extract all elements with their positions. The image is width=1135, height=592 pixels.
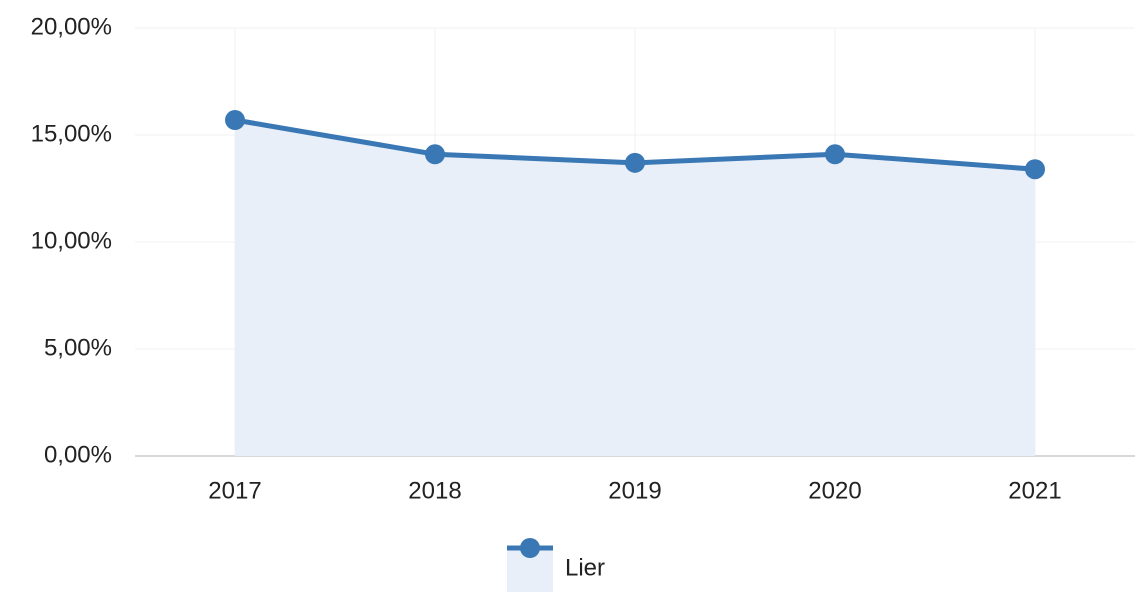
point [1025, 159, 1045, 180]
area [235, 120, 1035, 457]
point [825, 144, 845, 165]
point [625, 152, 645, 173]
legend-label: Lier [565, 554, 605, 581]
x-tick-label: 2017 [208, 477, 261, 504]
x-tick-label: 2018 [408, 477, 461, 504]
y-tick-label: 20,00% [31, 13, 112, 40]
legend-marker [520, 538, 540, 558]
y-tick-label: 5,00% [44, 334, 112, 361]
y-tick-label: 15,00% [31, 120, 112, 147]
x-tick-label: 2020 [808, 477, 861, 504]
x-tick-label: 2021 [1008, 477, 1061, 504]
y-tick-label: 10,00% [31, 227, 112, 254]
point [425, 144, 445, 165]
x-tick-label: 2019 [608, 477, 661, 504]
point [225, 110, 245, 131]
y-tick-label: 0,00% [44, 441, 112, 468]
